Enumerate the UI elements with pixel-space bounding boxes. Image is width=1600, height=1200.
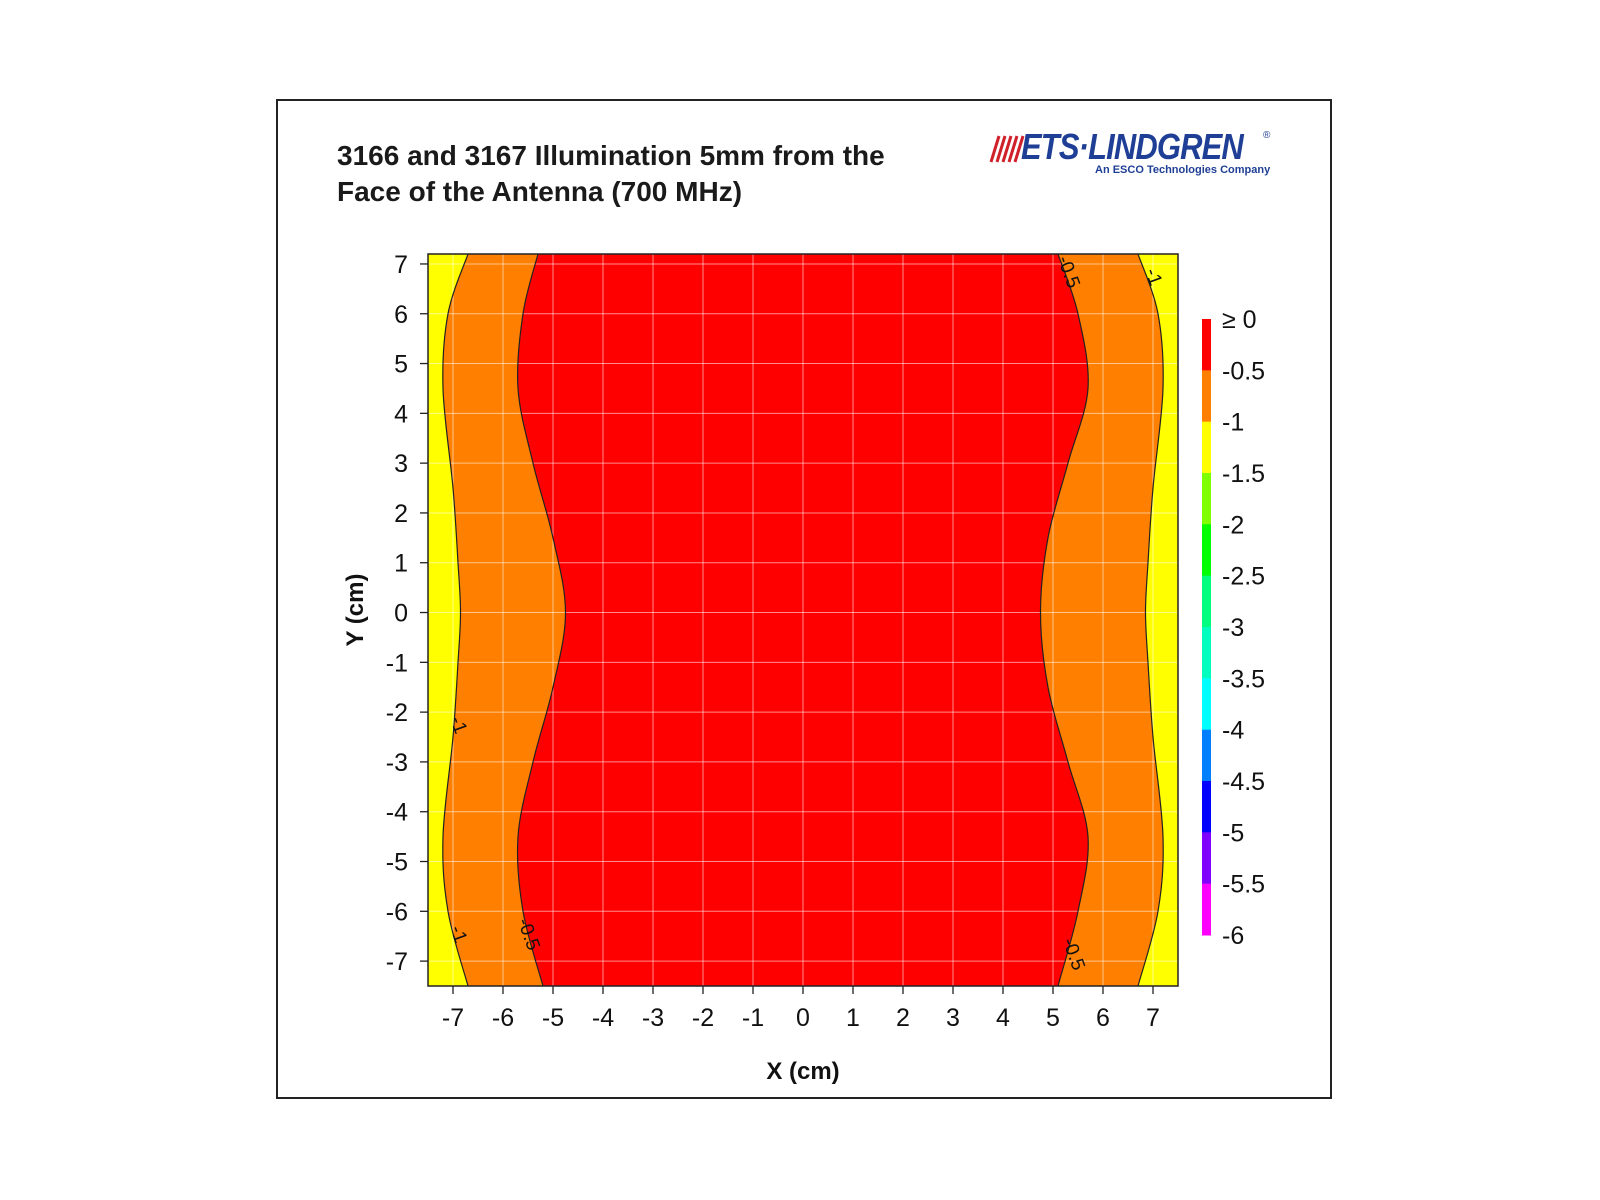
legend-label: -0.5 (1222, 357, 1265, 385)
legend-swatch (1202, 319, 1211, 371)
legend-label: ≥ 0 (1222, 306, 1257, 334)
x-tick-label: -5 (542, 1004, 564, 1032)
y-tick-label: 5 (394, 351, 408, 379)
contour-label: -1 (1140, 265, 1166, 288)
contour-label: -1 (445, 714, 471, 737)
x-tick-label: -3 (642, 1004, 664, 1032)
legend-swatch (1202, 627, 1211, 679)
contour-label: -1 (445, 923, 471, 946)
legend-label: -1 (1222, 409, 1244, 437)
x-tick-label: 6 (1096, 1004, 1110, 1032)
legend-swatch (1202, 421, 1211, 474)
y-tick-label: 2 (394, 500, 408, 528)
y-tick-label: 7 (394, 251, 408, 279)
legend-label: -1.5 (1222, 460, 1265, 488)
y-tick-label: -3 (386, 749, 408, 777)
y-tick-label: -6 (386, 898, 408, 926)
legend-label: -2.5 (1222, 563, 1265, 591)
y-tick-label: 3 (394, 450, 408, 478)
grid-lines (428, 254, 1178, 986)
x-tick-label: 4 (996, 1004, 1010, 1032)
contour-line-right (1137, 254, 1164, 986)
contour-line-left (516, 254, 567, 986)
y-tick-label: -5 (386, 849, 408, 877)
legend-label: -2 (1222, 511, 1244, 539)
x-tick-label: 1 (846, 1004, 860, 1032)
y-tick-label: -2 (386, 699, 408, 727)
y-tick-label: 4 (394, 400, 408, 428)
legend-swatch (1202, 524, 1211, 577)
legend-label: -4.5 (1222, 768, 1265, 796)
x-tick-label: -1 (742, 1004, 764, 1032)
y-tick-label: 0 (394, 600, 408, 628)
logo-wordmark: ETS·LINDGREN (1021, 126, 1244, 167)
x-tick-label: 2 (896, 1004, 910, 1032)
color-legend: ≥ 0 -0.5 -1 -1.5 -2 -2.5 -3 -3.5 -4 -4.5 -5 -5.5 -6 (1202, 306, 1265, 950)
y-tick-label: 1 (394, 550, 408, 578)
legend-swatch (1202, 678, 1211, 731)
legend-swatch (1202, 781, 1211, 833)
legend-label: -4 (1222, 717, 1244, 745)
logo-waves-icon (989, 135, 1025, 163)
chart-title-line-2: Face of the Antenna (700 MHz) (337, 176, 743, 207)
chart-title-line-1: 3166 and 3167 Illumination 5mm from the (337, 140, 885, 171)
x-tick-label: 0 (796, 1004, 810, 1032)
x-axis-label: X (cm) (766, 1058, 839, 1085)
logo-tagline: An ESCO Technologies Company (1095, 164, 1271, 176)
x-tick-label: -6 (492, 1004, 514, 1032)
y-tick-label: -1 (386, 649, 408, 677)
x-tick-label: 7 (1146, 1004, 1160, 1032)
legend-label: -6 (1222, 922, 1244, 950)
legend-swatch (1202, 729, 1211, 782)
x-tick-label: 3 (946, 1004, 960, 1032)
y-tick-label: -4 (386, 799, 408, 827)
y-axis-label: Y (cm) (342, 574, 369, 647)
x-tick-label: -7 (442, 1004, 464, 1032)
axes: -7 -6 -5 -4 -3 -2 -1 0 1 2 3 4 5 6 7 -7 -6 -5 -4 -3 -2 -1 0 1 2 3… (386, 251, 1179, 1032)
x-tick-label: -4 (592, 1004, 614, 1032)
legend-swatch (1202, 883, 1211, 936)
contour-line-right (1039, 254, 1089, 986)
legend-swatch (1202, 575, 1211, 628)
y-tick-label: -7 (386, 948, 408, 976)
y-tick-label: 6 (394, 301, 408, 329)
legend-swatch (1202, 370, 1211, 423)
legend-swatch (1202, 473, 1211, 525)
legend-swatch (1202, 832, 1211, 885)
contour-line-left (442, 254, 469, 986)
logo-registered-mark: ® (1263, 130, 1271, 141)
legend-label: -3.5 (1222, 665, 1265, 693)
ets-lindgren-logo: ETS·LINDGREN ® An ESCO Technologies Comp… (985, 126, 1275, 180)
x-tick-label: -2 (692, 1004, 714, 1032)
chart-title: 3166 and 3167 Illumination 5mm from the … (337, 138, 885, 210)
legend-label: -5.5 (1222, 871, 1265, 899)
contour-lines: -0.5 -1-1-1 -0.5-0.5 (442, 254, 1166, 986)
legend-label: -5 (1222, 819, 1244, 847)
legend-label: -3 (1222, 614, 1244, 642)
x-tick-label: 5 (1046, 1004, 1060, 1032)
